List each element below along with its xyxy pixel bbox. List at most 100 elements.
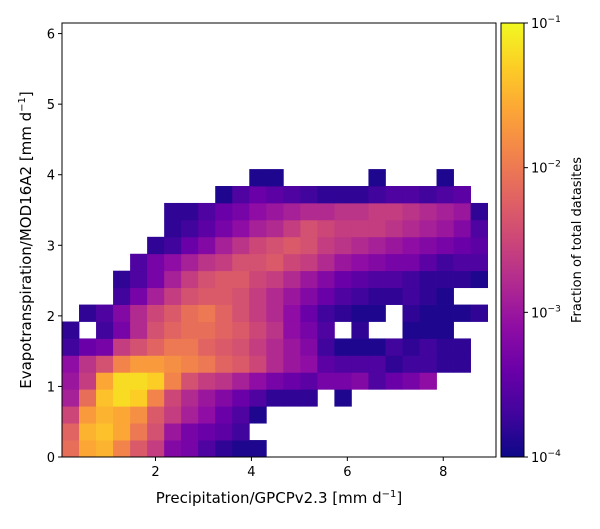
colorbar-ticks: 10−4 10−3 10−2 10−1 bbox=[524, 15, 561, 466]
heatmap-cell bbox=[147, 406, 165, 424]
heatmap-cell bbox=[470, 236, 488, 255]
heatmap-cell bbox=[164, 202, 182, 221]
colorbar bbox=[500, 22, 525, 458]
heatmap-cell bbox=[385, 338, 403, 356]
heatmap-cell bbox=[113, 287, 131, 305]
heatmap-cell bbox=[130, 287, 148, 305]
heatmap-cell bbox=[62, 321, 80, 339]
heatmap-cell bbox=[402, 186, 420, 204]
heatmap-cell bbox=[419, 287, 437, 305]
colorbar-tick-label: 10−2 bbox=[531, 160, 561, 177]
heatmap-cell bbox=[215, 406, 233, 424]
heatmap-cell bbox=[232, 406, 250, 424]
heatmap-cell bbox=[249, 355, 267, 373]
heatmap-cell bbox=[232, 304, 250, 322]
heatmap-cell bbox=[368, 202, 386, 221]
heatmap-cell bbox=[266, 236, 284, 255]
heatmap-cell bbox=[181, 304, 199, 322]
heatmap-cell bbox=[300, 355, 318, 373]
heatmap-cell bbox=[436, 202, 454, 221]
heatmap-cell bbox=[232, 321, 250, 339]
heatmap-cell bbox=[198, 236, 216, 255]
heatmap-cell bbox=[215, 202, 233, 221]
heatmap-cell bbox=[249, 389, 267, 407]
heatmap-cell bbox=[147, 338, 165, 356]
heatmap-cell bbox=[198, 355, 216, 373]
heatmap-cell bbox=[368, 338, 386, 356]
heatmap-cell bbox=[368, 287, 386, 305]
heatmap-cell bbox=[147, 423, 165, 441]
heatmap-cell bbox=[300, 287, 318, 305]
heatmap-cell bbox=[215, 253, 233, 272]
heatmap-cell bbox=[283, 236, 301, 255]
heatmap-cell bbox=[79, 389, 97, 407]
heatmap-cell bbox=[113, 440, 131, 458]
heatmap-cell bbox=[249, 219, 267, 238]
heatmap-cell bbox=[351, 270, 369, 289]
heatmap-cell bbox=[79, 372, 97, 390]
heatmap-cell bbox=[198, 304, 216, 322]
heatmap-cell bbox=[164, 287, 182, 305]
heatmap-cell bbox=[368, 372, 386, 390]
heatmap-cell bbox=[249, 270, 267, 289]
heatmap-cell bbox=[96, 440, 114, 458]
heatmap-cell bbox=[317, 321, 335, 339]
heatmap-cell bbox=[283, 355, 301, 373]
heatmap-cell bbox=[334, 253, 352, 272]
heatmap-cell bbox=[96, 338, 114, 356]
heatmap-cell bbox=[215, 440, 233, 458]
heatmap-cell bbox=[317, 355, 335, 373]
heatmap-cell bbox=[232, 270, 250, 289]
heatmap-cell bbox=[436, 219, 454, 238]
heatmap-cell bbox=[402, 253, 420, 272]
plot-frame bbox=[61, 22, 497, 458]
heatmap-cell bbox=[351, 321, 369, 339]
heatmap-cell bbox=[436, 355, 454, 373]
heatmap-cell bbox=[453, 202, 471, 221]
heatmap-cell bbox=[266, 389, 284, 407]
heatmap-cell bbox=[215, 219, 233, 238]
heatmap-cell bbox=[164, 219, 182, 238]
heatmap-cell bbox=[385, 372, 403, 390]
heatmap-cell bbox=[419, 186, 437, 204]
heatmap-cell bbox=[164, 321, 182, 339]
heatmap-cell bbox=[249, 406, 267, 424]
heatmap-cell bbox=[351, 202, 369, 221]
heatmap-cell bbox=[385, 202, 403, 221]
heatmap-cell bbox=[164, 355, 182, 373]
heatmap-cell bbox=[215, 236, 233, 255]
heatmap-cell bbox=[436, 169, 454, 187]
heatmap-cell bbox=[334, 236, 352, 255]
heatmap-cell bbox=[249, 372, 267, 390]
heatmap-cell bbox=[249, 169, 267, 187]
heatmap-cell bbox=[419, 338, 437, 356]
y-tick-label: 5 bbox=[47, 98, 55, 113]
heatmap-cell bbox=[436, 304, 454, 322]
heatmap-cell bbox=[419, 253, 437, 272]
x-axis-ticks: 2 4 6 8 bbox=[151, 457, 447, 480]
heatmap-cell bbox=[62, 440, 80, 458]
y-tick-label: 0 bbox=[47, 451, 55, 466]
heatmap-cell bbox=[300, 202, 318, 221]
heatmap-cell bbox=[164, 270, 182, 289]
heatmap-cell bbox=[215, 304, 233, 322]
heatmap-cells bbox=[62, 169, 488, 458]
colorbar-tick-label: 10−4 bbox=[531, 449, 561, 466]
y-tick-label: 3 bbox=[47, 239, 55, 254]
heatmap-cell bbox=[283, 270, 301, 289]
heatmap-cell bbox=[283, 389, 301, 407]
heatmap-cell bbox=[317, 202, 335, 221]
heatmap-cell bbox=[130, 440, 148, 458]
heatmap-cell bbox=[334, 202, 352, 221]
heatmap-cell bbox=[385, 253, 403, 272]
heatmap-cell bbox=[453, 270, 471, 289]
heatmap-cell bbox=[130, 338, 148, 356]
x-tick-label: 8 bbox=[439, 465, 447, 480]
heatmap-cell bbox=[300, 270, 318, 289]
heatmap-cell bbox=[181, 423, 199, 441]
heatmap-cell bbox=[130, 423, 148, 441]
heatmap-cell bbox=[164, 423, 182, 441]
heatmap-cell bbox=[113, 355, 131, 373]
heatmap-cell bbox=[181, 406, 199, 424]
heatmap-cell bbox=[164, 406, 182, 424]
